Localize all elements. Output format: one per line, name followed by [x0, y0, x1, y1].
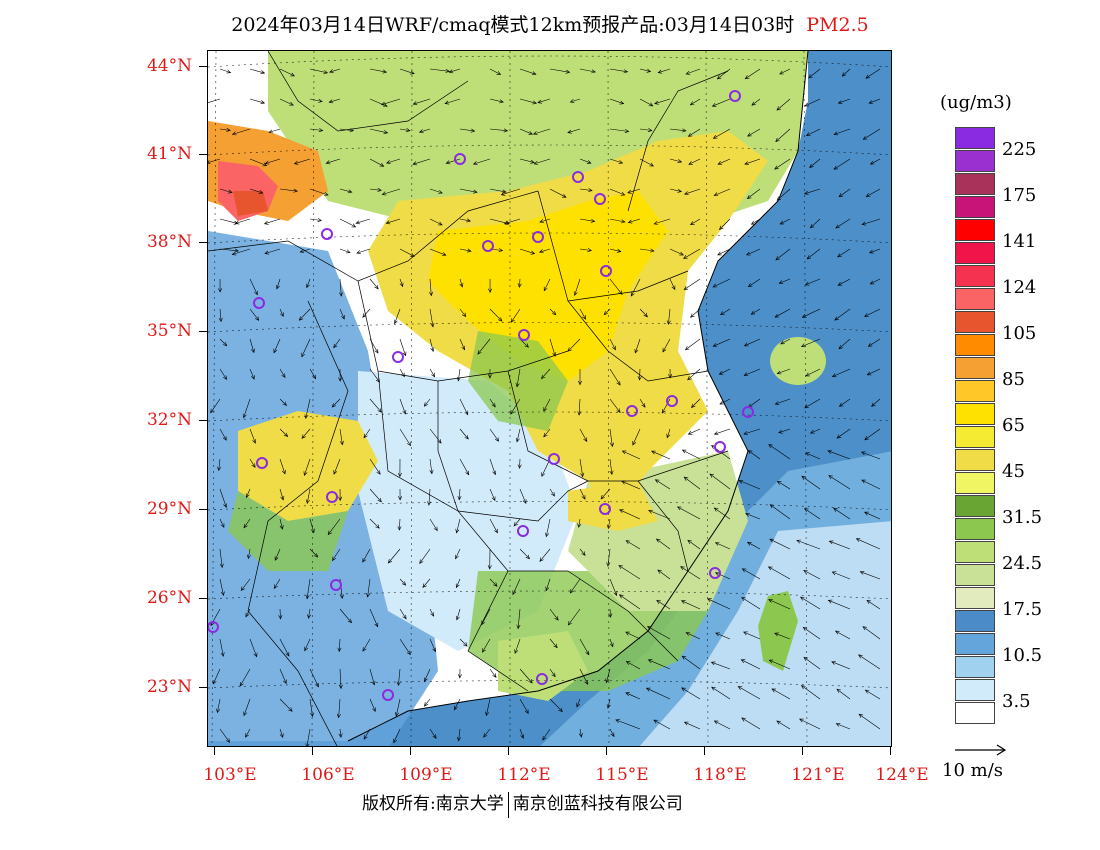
lat-tick [199, 420, 207, 421]
lon-label-124e: 124°E [867, 765, 937, 785]
color-bar-swatch [955, 334, 995, 356]
lon-label-115e: 115°E [587, 765, 657, 785]
lat-tick [199, 509, 207, 510]
wind-reference-label: 10 m/s [942, 760, 1003, 781]
color-bar-swatch [955, 633, 995, 655]
lon-label-103e: 103°E [195, 765, 265, 785]
color-bar-swatch [955, 702, 995, 724]
copyright-footer: 版权所有:南京大学 南京创蓝科技有限公司 [362, 789, 683, 818]
lat-tick [199, 687, 207, 688]
color-bar-swatch [955, 127, 995, 149]
color-bar-swatch [955, 449, 995, 471]
lon-tick [704, 747, 705, 755]
color-bar-label: 45 [1002, 461, 1025, 482]
yellow-sea-patch [770, 337, 826, 385]
color-bar-swatch [955, 679, 995, 701]
color-bar-label: 141 [1002, 231, 1036, 252]
lat-label-35n: 35°N [130, 321, 192, 341]
lon-tick [410, 747, 411, 755]
color-bar-label: 105 [1002, 323, 1036, 344]
color-bar-swatch [955, 495, 995, 517]
lon-label-109e: 109°E [391, 765, 461, 785]
color-bar-label: 10.5 [1002, 645, 1042, 666]
color-bar-swatch [955, 242, 995, 264]
lat-tick [199, 598, 207, 599]
lon-label-112e: 112°E [489, 765, 559, 785]
lat-label-41n: 41°N [130, 144, 192, 164]
footer-separator [508, 792, 509, 818]
pollutant-name: PM2.5 [806, 14, 868, 36]
lat-tick [199, 154, 207, 155]
wind-reference-arrow [955, 740, 1015, 760]
color-bar-swatch [955, 196, 995, 218]
color-bar-swatch [955, 357, 995, 379]
lat-label-44n: 44°N [130, 56, 192, 76]
lon-label-106e: 106°E [293, 765, 363, 785]
map-title: 2024年03月14日WRF/cmaq模式12km预报产品:03月14日03时 … [0, 10, 1100, 37]
copyright-rights: 版权所有:南京大学 [362, 794, 504, 814]
color-bar-swatch [955, 311, 995, 333]
color-bar-label: 65 [1002, 415, 1025, 436]
lat-label-32n: 32°N [130, 410, 192, 430]
color-bar-swatch [955, 150, 995, 172]
color-bar-swatch [955, 518, 995, 540]
lon-tick [802, 747, 803, 755]
color-bar-label: 175 [1002, 185, 1036, 206]
map-canvas [208, 51, 892, 747]
copyright-company: 南京创蓝科技有限公司 [513, 794, 683, 814]
color-bar-swatch [955, 656, 995, 678]
color-bar-label: 31.5 [1002, 507, 1042, 528]
color-bar-label: 24.5 [1002, 553, 1042, 574]
color-bar-swatch [955, 380, 995, 402]
lat-label-23n: 23°N [130, 677, 192, 697]
lon-tick [890, 747, 891, 755]
color-bar-swatch [955, 564, 995, 586]
lon-tick [214, 747, 215, 755]
lon-tick [606, 747, 607, 755]
pm25-forecast-map[interactable] [207, 50, 892, 747]
color-bar [955, 127, 997, 725]
color-bar-swatch [955, 426, 995, 448]
color-bar-swatch [955, 472, 995, 494]
lat-tick [199, 331, 207, 332]
lat-label-38n: 38°N [130, 232, 192, 252]
color-bar-swatch [955, 265, 995, 287]
color-bar-label: 3.5 [1002, 691, 1031, 712]
color-bar-swatch [955, 173, 995, 195]
color-bar-label: 85 [1002, 369, 1025, 390]
lon-label-118e: 118°E [685, 765, 755, 785]
color-bar-swatch [955, 403, 995, 425]
lon-tick [312, 747, 313, 755]
title-main: 2024年03月14日WRF/cmaq模式12km预报产品:03月14日03时 [231, 14, 794, 36]
color-bar-swatch [955, 288, 995, 310]
color-bar-swatch [955, 587, 995, 609]
legend-unit: (ug/m3) [940, 92, 1012, 113]
color-bar-label: 17.5 [1002, 599, 1042, 620]
color-bar-swatch [955, 610, 995, 632]
color-bar-label: 225 [1002, 139, 1036, 160]
lat-label-29n: 29°N [130, 499, 192, 519]
color-bar-label: 124 [1002, 277, 1036, 298]
lon-tick [508, 747, 509, 755]
lat-tick [199, 242, 207, 243]
color-bar-swatch [955, 541, 995, 563]
color-bar-swatch [955, 219, 995, 241]
lat-tick [199, 66, 207, 67]
lat-label-26n: 26°N [130, 588, 192, 608]
lon-label-121e: 121°E [783, 765, 853, 785]
